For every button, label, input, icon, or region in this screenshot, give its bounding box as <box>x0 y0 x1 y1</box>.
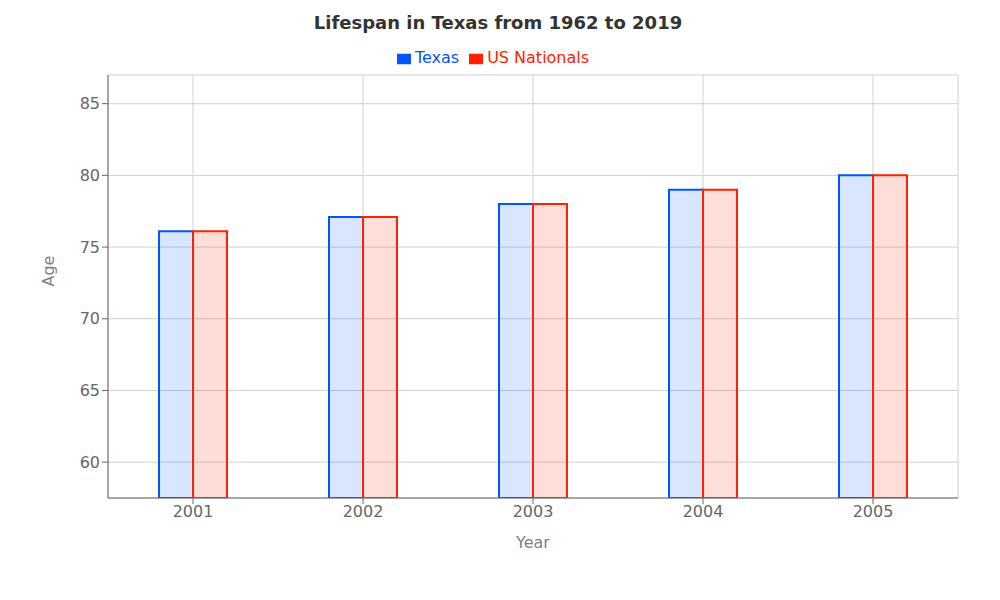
html-text:Lifespan in Texas from 1962 to: Lifespan in Texas from 1962 to 2019 <box>313 12 683 33</box>
svg-text:70: 70 <box>80 309 100 328</box>
svg-text:85: 85 <box>80 94 100 113</box>
svg-text:Year: Year <box>515 533 550 552</box>
html-text:Texas: Texas <box>414 48 460 67</box>
svg-text:2005: 2005 <box>853 502 894 521</box>
svg-text:2004: 2004 <box>683 502 724 521</box>
svg-text:2003: 2003 <box>513 502 554 521</box>
svg-text:60: 60 <box>80 453 100 472</box>
svg-text:80: 80 <box>80 166 100 185</box>
svg-text:75: 75 <box>80 238 100 257</box>
svg-text:2002: 2002 <box>343 502 384 521</box>
svg-text:Age: Age <box>39 256 58 287</box>
html-text:US Nationals: US Nationals <box>487 48 590 67</box>
svg-text:65: 65 <box>80 381 100 400</box>
svg-text:2001: 2001 <box>173 502 214 521</box>
